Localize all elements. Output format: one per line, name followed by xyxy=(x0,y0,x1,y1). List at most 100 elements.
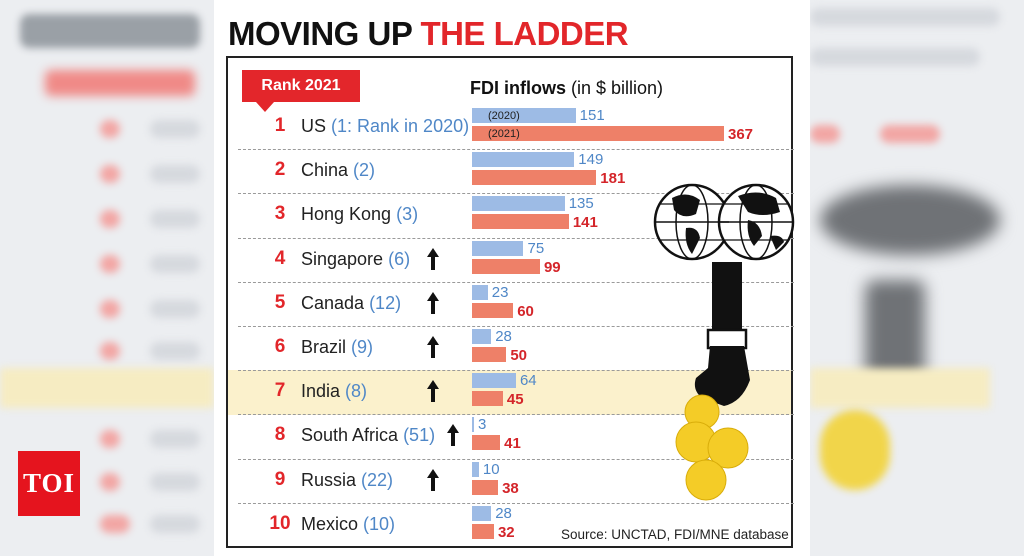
rank-number: 3 xyxy=(274,203,286,225)
row-divider xyxy=(238,281,794,283)
rank-number: 10 xyxy=(269,512,291,534)
country-name: US xyxy=(301,116,332,136)
bar-2020 xyxy=(472,329,492,344)
rank-number: 5 xyxy=(274,291,286,313)
background-right xyxy=(810,0,1024,556)
value-2021: 50 xyxy=(510,347,528,364)
row-divider xyxy=(238,193,794,195)
bar-2021 xyxy=(472,170,597,186)
country-name: South Africa xyxy=(301,425,404,446)
hand-icon xyxy=(694,262,750,406)
country-name: China xyxy=(301,160,354,181)
rank-number: 1 xyxy=(274,115,286,136)
rank-2020-label: (8) xyxy=(345,381,368,402)
bar-2020 xyxy=(472,284,488,300)
value-2020: 23 xyxy=(491,283,509,301)
source-note: Source: UNCTAD, FDI/MNE database xyxy=(561,527,789,542)
globe-hand-coins-illustration xyxy=(653,183,795,501)
country-name: Singapore xyxy=(301,248,389,269)
fdi-header-unit: (in $ billion) xyxy=(571,78,664,98)
country-label: Russia (22) xyxy=(301,468,393,492)
bar-2021 xyxy=(472,347,507,362)
rank-2020-label: (9) xyxy=(351,337,374,357)
fdi-header-bold: FDI inflows xyxy=(470,78,566,98)
rank-number: 6 xyxy=(274,336,286,357)
rank-2020-label: (1: Rank in 2020) xyxy=(331,116,470,136)
value-2020: 3 xyxy=(478,416,487,434)
value-2021: 45 xyxy=(506,391,524,409)
toi-logo: TOI xyxy=(18,451,80,516)
country-label: China (2) xyxy=(301,158,375,182)
country-name: Brazil xyxy=(301,337,352,357)
value-2021: 32 xyxy=(497,523,515,541)
title-part-2: THE LADDER xyxy=(420,15,629,52)
globe-icon xyxy=(653,183,795,261)
bar-2020 xyxy=(472,505,492,521)
row-divider xyxy=(238,414,794,416)
bar-2020 xyxy=(472,196,565,212)
value-2020: 149 xyxy=(578,151,604,169)
rank-2020-label: (3) xyxy=(396,204,419,225)
rank-number: 9 xyxy=(274,468,286,490)
rank-2020-label: (22) xyxy=(361,469,394,490)
bar-2021 xyxy=(472,258,540,274)
rank-2020-label: (2) xyxy=(353,160,376,181)
value-2020: 64 xyxy=(519,372,537,390)
value-2020: 75 xyxy=(527,239,545,257)
value-2021: 181 xyxy=(600,170,626,188)
country-label: India (8) xyxy=(301,379,367,403)
row-divider xyxy=(238,370,794,372)
bar-2021 xyxy=(472,435,501,451)
value-2021: 41 xyxy=(504,435,521,453)
country-name: Hong Kong xyxy=(301,204,397,225)
up-arrow-icon xyxy=(427,336,439,358)
country-name: Russia xyxy=(301,469,362,490)
up-arrow-icon xyxy=(427,247,439,270)
bar-2021 xyxy=(472,479,499,495)
rank-2021-label: Rank 2021 xyxy=(242,70,360,112)
rank-number: 7 xyxy=(274,380,286,402)
country-label: Mexico (10) xyxy=(301,512,395,536)
bar-2021 xyxy=(472,302,514,318)
legend-2021: (2021) xyxy=(488,128,520,140)
country-label: Brazil (9) xyxy=(301,335,373,359)
bar-2021: (2021) xyxy=(472,126,724,141)
country-name: Canada xyxy=(301,292,370,313)
bar-2020 xyxy=(472,152,575,168)
bar-2021 xyxy=(472,523,494,539)
country-label: South Africa (51) xyxy=(301,423,435,447)
bar-2021 xyxy=(472,214,569,230)
bar-2020 xyxy=(472,417,475,433)
rank-2020-label: (10) xyxy=(363,513,396,534)
title-part-1: MOVING UP xyxy=(228,15,412,52)
value-2020: 28 xyxy=(495,504,512,522)
bar-2020 xyxy=(472,240,524,256)
country-name: India xyxy=(301,381,346,402)
bar-2020 xyxy=(472,373,516,389)
legend-2020: (2020) xyxy=(488,110,520,122)
row-divider xyxy=(238,502,794,504)
rank-2020-label: (12) xyxy=(369,292,402,313)
row-divider xyxy=(238,458,794,460)
country-label: Canada (12) xyxy=(301,291,401,315)
rank-number: 8 xyxy=(274,424,286,446)
value-2020: 10 xyxy=(482,460,500,478)
rank-2020-label: (51) xyxy=(403,425,436,446)
country-label: Hong Kong (3) xyxy=(301,202,418,226)
up-arrow-icon xyxy=(447,424,459,447)
value-2020: 28 xyxy=(495,328,512,345)
coins-icon xyxy=(675,394,749,501)
infographic-card: MOVING UP THE LADDER Rank 2021 FDI inflo… xyxy=(214,0,810,556)
up-arrow-icon xyxy=(427,380,439,403)
country-name: Mexico xyxy=(301,513,364,534)
chart-frame xyxy=(226,56,793,548)
rank-number: 2 xyxy=(274,159,286,181)
bar-2020 xyxy=(472,461,479,477)
rank-2020-label: (6) xyxy=(388,248,411,269)
row-divider xyxy=(238,326,794,327)
bar-2021 xyxy=(472,391,503,407)
value-2020: 135 xyxy=(568,195,594,213)
value-2021: 60 xyxy=(517,302,534,320)
fdi-header: FDI inflows (in $ billion) xyxy=(470,78,663,99)
rank-number: 4 xyxy=(274,247,286,269)
